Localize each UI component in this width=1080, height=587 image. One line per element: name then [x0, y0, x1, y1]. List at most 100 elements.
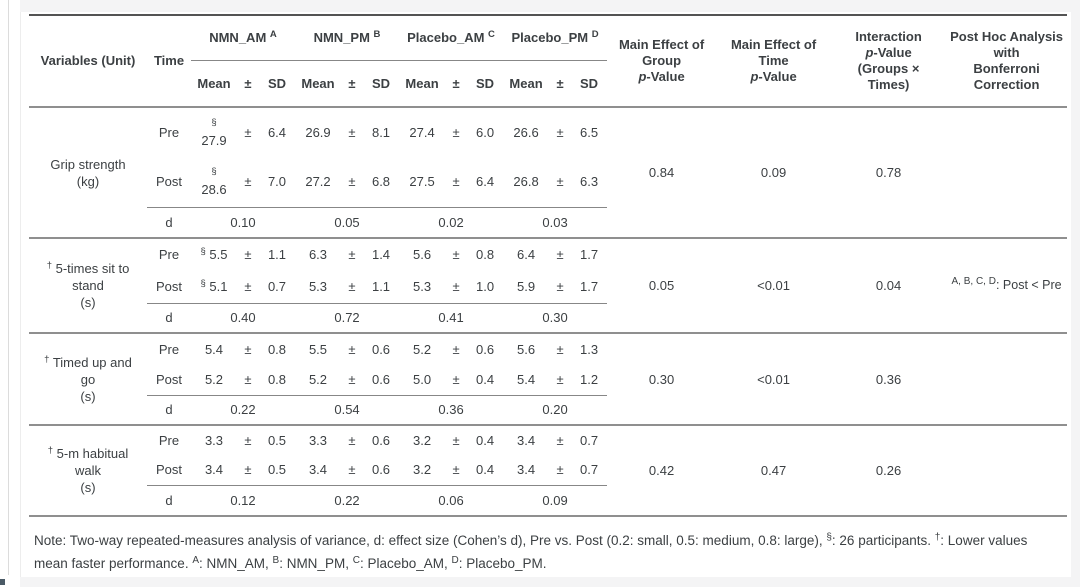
plus-minus-sign: ± [348, 371, 356, 387]
post-hoc-superscript: A, B, C, D [951, 276, 996, 288]
sd-value: 1.2 [580, 371, 599, 387]
anova-results-table-region: Variables (Unit) Time NMN_AM A NMN_PM B Plac… [21, 14, 1071, 517]
variable-cell: † 5-m habitual walk (s) [29, 425, 147, 517]
plus-minus-sign: ± [556, 341, 564, 357]
plus-minus-sign: ± [348, 247, 356, 262]
results-table: Variables (Unit) Time NMN_AM A NMN_PM B Plac… [29, 14, 1068, 517]
mean-value: 26.9 [305, 125, 331, 140]
section-mark: § [200, 277, 206, 289]
mean-value: 26.6 [513, 125, 539, 140]
time-cell: Post [155, 371, 182, 387]
plus-minus-sign: ± [244, 341, 252, 357]
col-header-mean: Mean [399, 60, 446, 108]
mean-value: 27.5 [409, 174, 435, 190]
plus-minus-sign: ± [348, 125, 356, 140]
sd-value: 6.4 [267, 125, 287, 140]
plus-minus-sign: ± [452, 247, 460, 262]
results-card: Variables (Unit) Time NMN_AM A NMN_PM B Plac… [20, 12, 1071, 577]
mean-value: 5.5 [308, 341, 328, 357]
d-value: 0.02 [399, 206, 504, 239]
footnote-superscript: § [826, 532, 832, 543]
col-header-plus-minus: ± [549, 60, 572, 108]
sd-value: 0.6 [371, 341, 391, 357]
sd-value: 0.8 [267, 371, 287, 387]
d-value: 0.72 [295, 302, 400, 334]
time-cell: Post [155, 462, 182, 478]
col-header-group-0: NMN_AM A [191, 14, 295, 61]
col-header-mean: Mean [295, 60, 341, 108]
d-value: 0.09 [503, 484, 608, 517]
plus-minus-sign: ± [348, 341, 356, 357]
time-cell: Post [155, 174, 182, 190]
d-label: d [147, 484, 191, 517]
p-time-value: 0.09 [716, 107, 832, 239]
p-group-value: 0.84 [607, 107, 717, 239]
p-group-value: 0.30 [607, 333, 717, 426]
p-time-value: <0.01 [716, 238, 832, 334]
col-header-sd: SD [363, 60, 400, 108]
sd-value: 0.4 [475, 371, 495, 387]
mean-value: 5.9 [516, 278, 536, 294]
sd-value: 0.4 [475, 462, 495, 478]
plus-minus-sign: ± [452, 174, 460, 190]
d-value: 0.22 [191, 394, 295, 426]
mean-value: 5.0 [412, 371, 432, 387]
plus-minus-sign: ± [452, 278, 460, 294]
col-header-mean: Mean [503, 60, 550, 108]
variable-cell: † 5-times sit to stand (s) [29, 238, 147, 334]
plus-minus-sign: ± [556, 371, 564, 387]
plus-minus-sign: ± [244, 462, 252, 478]
sd-value: 1.7 [580, 247, 599, 262]
section-mark: § [211, 116, 217, 128]
d-value: 0.05 [295, 206, 400, 239]
sd-value: 1.7 [580, 278, 599, 294]
col-header-plus-minus: ± [341, 60, 363, 108]
mean-value: 26.8 [513, 174, 539, 190]
table-footnote: Note: Two-way repeated-measures analysis… [34, 532, 1028, 572]
time-cell: Pre [158, 247, 180, 262]
time-cell: Pre [158, 433, 180, 448]
sd-value: 8.1 [371, 125, 391, 140]
footnote-superscript: † [934, 532, 941, 543]
p-interaction-value: 0.36 [831, 333, 947, 426]
d-value: 0.03 [503, 206, 608, 239]
sd-value: 0.8 [267, 341, 287, 357]
post-hoc-value [946, 333, 1068, 426]
col-header-group-2: Placebo_AM C [399, 14, 504, 61]
dagger-mark: † [47, 445, 54, 457]
d-value: 0.06 [399, 484, 504, 517]
page-background-bottom [20, 577, 1080, 587]
group-superscript: D [591, 29, 599, 41]
sd-value: 0.6 [475, 341, 495, 357]
sd-value: 0.7 [267, 278, 287, 294]
plus-minus-sign: ± [556, 125, 564, 140]
plus-minus-sign: ± [244, 247, 252, 262]
corner-artifact [0, 579, 5, 585]
plus-minus-sign: ± [452, 462, 460, 478]
sd-value: 0.4 [475, 433, 495, 448]
plus-minus-sign: ± [348, 433, 356, 448]
plus-minus-sign: ± [452, 433, 460, 448]
time-cell: Pre [158, 341, 180, 357]
sd-value: 6.8 [371, 174, 391, 190]
plus-minus-sign: ± [556, 462, 564, 478]
p-time-value: <0.01 [716, 333, 832, 426]
col-header-group-1: NMN_PM B [295, 14, 400, 61]
footnote-superscript: A [192, 555, 199, 566]
d-value: 0.12 [191, 484, 295, 517]
mean-value: 5.4 [516, 371, 536, 387]
d-label: d [147, 394, 191, 426]
mean-value: 27.4 [409, 125, 435, 140]
mean-value: 5.2 [308, 371, 328, 387]
d-label: d [147, 302, 191, 334]
sd-value: 1.3 [580, 341, 599, 357]
col-header-group-3: Placebo_PM D [503, 14, 608, 61]
section-mark: § [211, 165, 217, 177]
group-superscript: A [269, 29, 277, 41]
post-hoc-value [946, 425, 1068, 517]
mean-value: 5.2 [204, 371, 224, 387]
plus-minus-sign: ± [556, 278, 564, 294]
p-group-value: 0.42 [607, 425, 717, 517]
mean-value: 3.4 [308, 462, 328, 478]
d-value: 0.30 [503, 302, 608, 334]
